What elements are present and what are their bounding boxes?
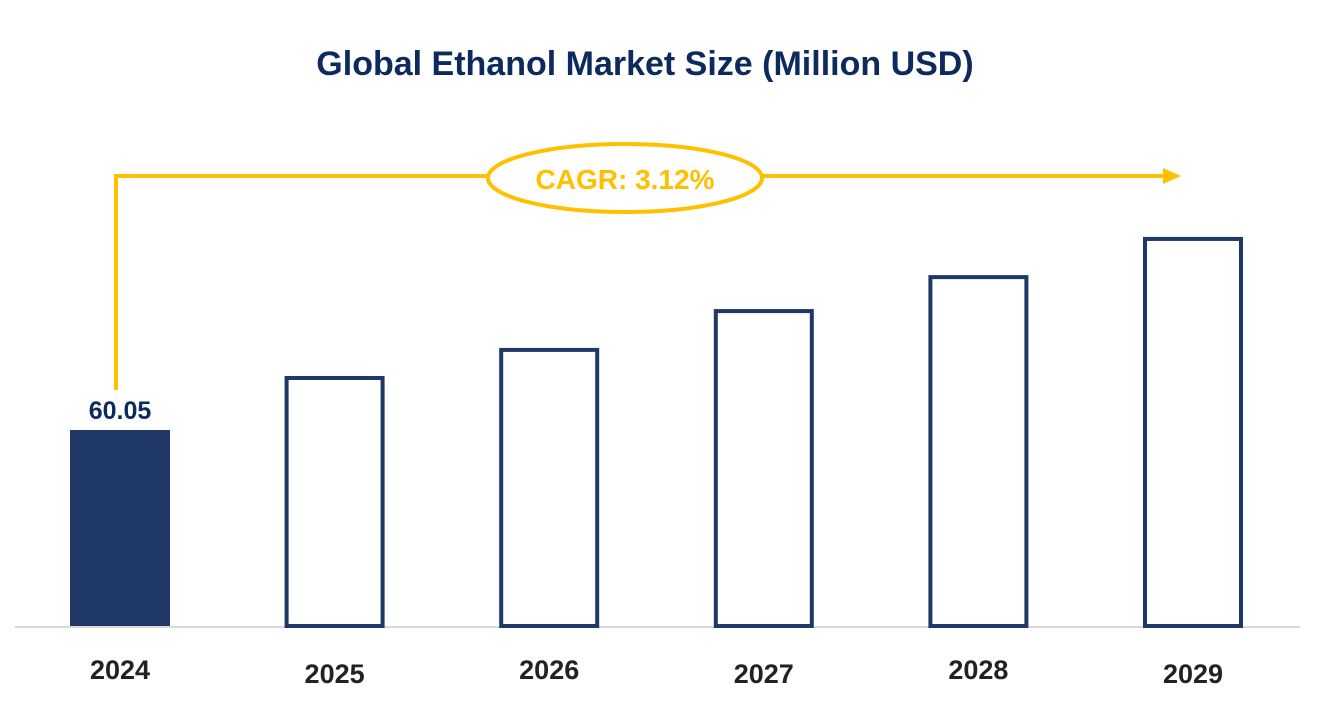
x-tick-labels: 2024 60.05 2025 2026 2027 2028 2029 <box>89 397 1223 689</box>
x-tick-label: 2026 <box>519 655 579 685</box>
bar-2028 <box>928 275 1029 628</box>
x-tick-label: 2027 <box>734 659 794 689</box>
chart-title: Global Ethanol Market Size (Million USD) <box>316 45 973 83</box>
cagr-connector-line <box>114 174 488 390</box>
bar-2026 <box>499 347 600 628</box>
x-tick-label: 2024 <box>90 655 150 685</box>
bar-2025 <box>284 375 385 628</box>
bar-2027 <box>713 309 814 628</box>
x-tick-label: 2025 <box>305 659 365 689</box>
cagr-annotation: CAGR: 3.12% <box>114 142 1181 390</box>
data-label-2024: 60.05 <box>89 397 152 425</box>
cagr-ellipse <box>486 142 764 214</box>
bar-2029 <box>1143 236 1243 628</box>
x-tick-label: 2029 <box>1163 659 1223 689</box>
bar-2024 <box>70 430 170 626</box>
cagr-arrowhead <box>1163 168 1181 184</box>
x-tick-label: 2028 <box>948 655 1008 685</box>
cagr-label: CAGR: 3.12% <box>536 164 715 195</box>
bars <box>70 236 1243 628</box>
